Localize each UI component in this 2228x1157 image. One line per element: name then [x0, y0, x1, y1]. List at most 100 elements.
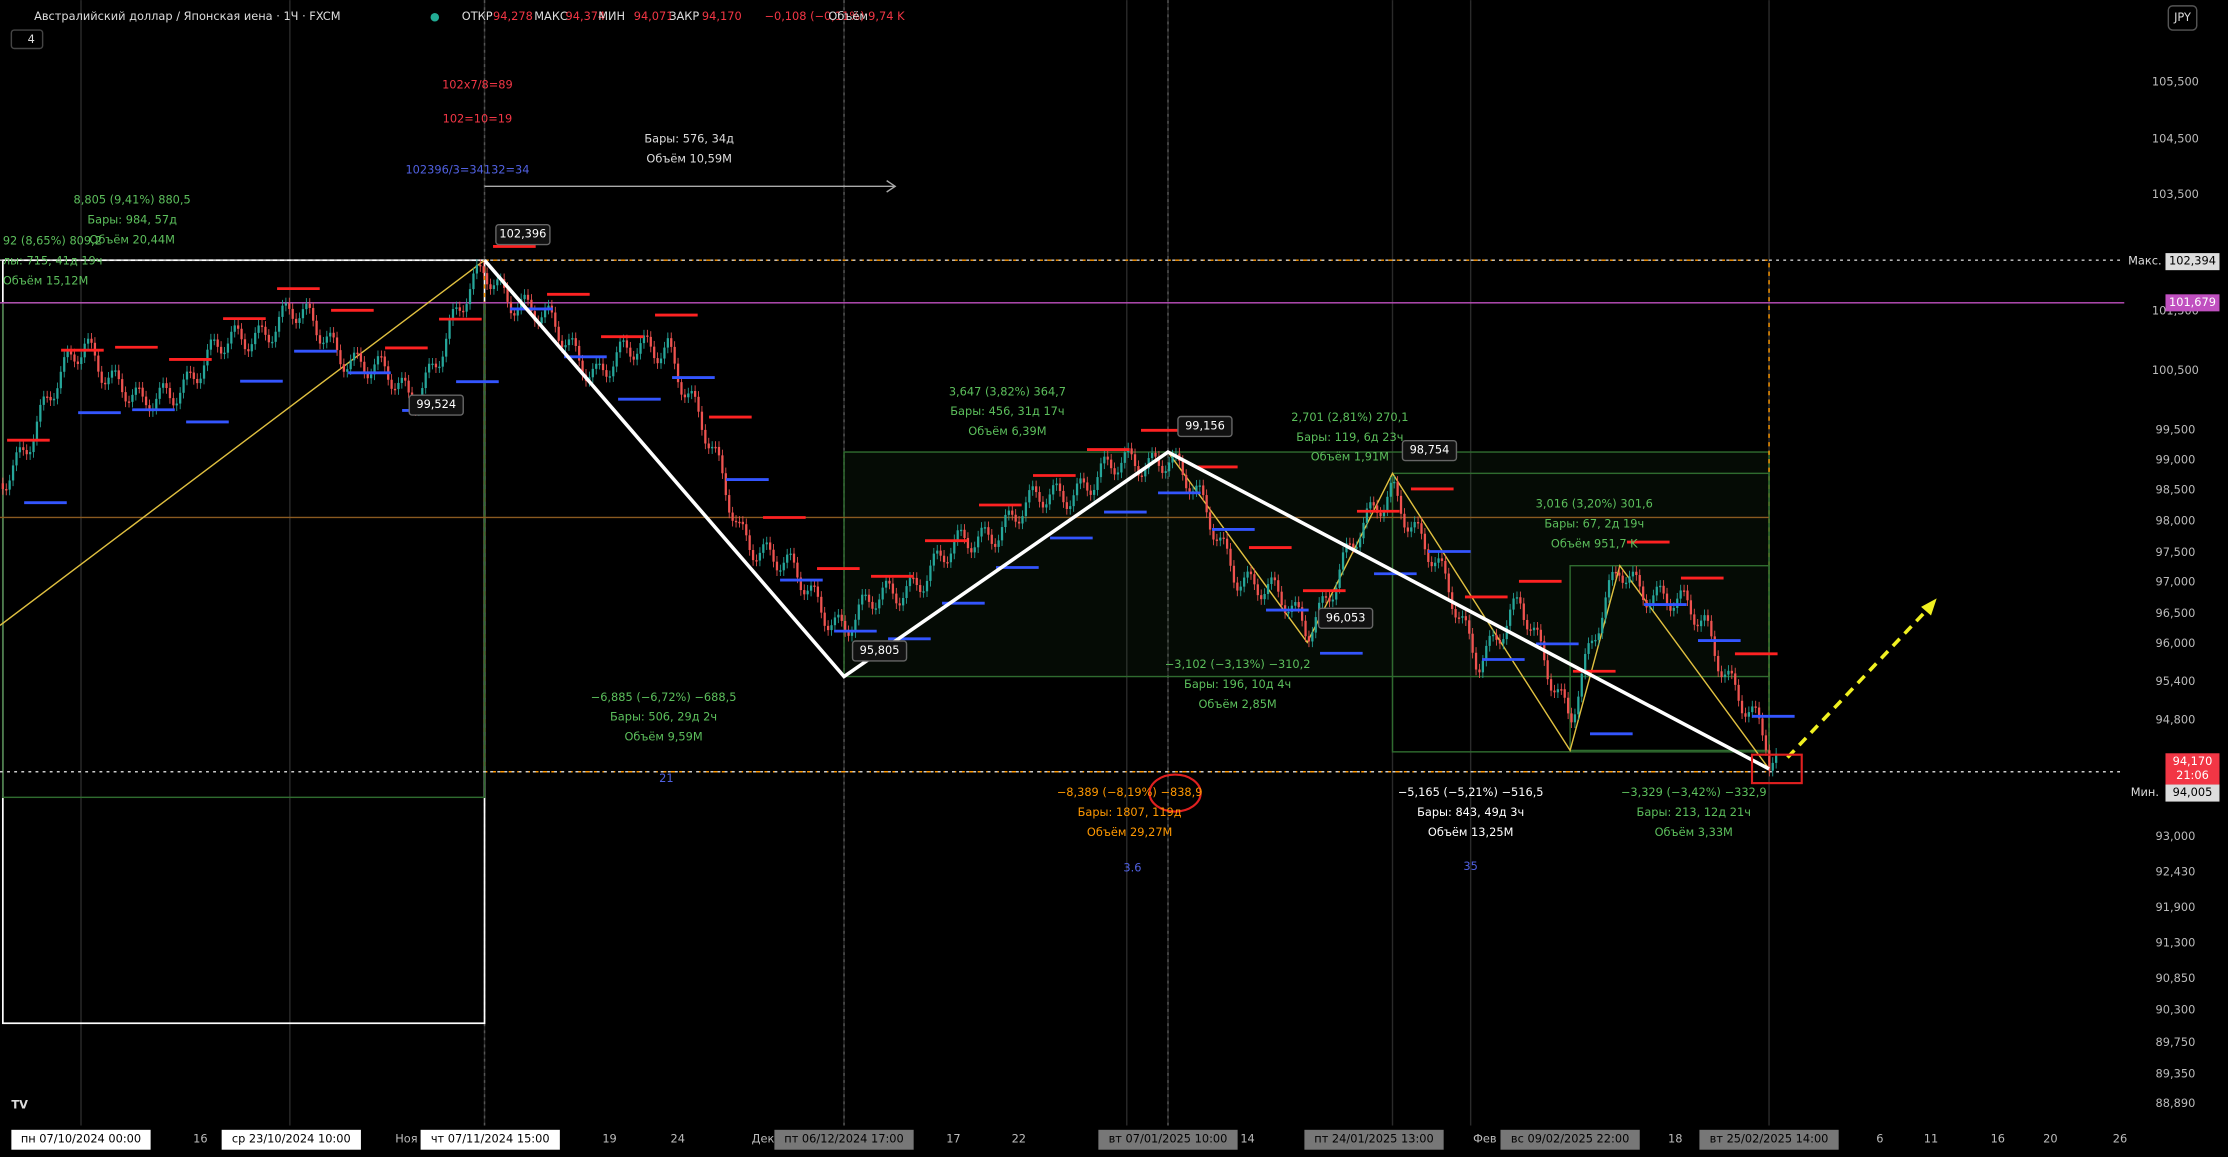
candle-body [1693, 614, 1696, 625]
candle-body [693, 391, 697, 397]
measure-label: Объём 2,85M [1198, 697, 1276, 711]
candle-body [1171, 455, 1174, 463]
candle-body [1386, 496, 1389, 511]
candle-body [1468, 620, 1471, 634]
candle-body [854, 619, 857, 633]
candle-body [1041, 501, 1045, 508]
min-badge: 94,005 [2173, 785, 2213, 799]
price-tick-label: 93,000 [2156, 829, 2196, 843]
candle-body [1253, 574, 1256, 585]
candle-body [175, 403, 178, 406]
highlight-circle [1148, 773, 1202, 813]
candle-body [281, 305, 284, 317]
pivot-badge [1317, 607, 1374, 629]
price-tick-label: 94,800 [2156, 713, 2196, 727]
annotation: 35 [1463, 859, 1477, 873]
candle-body [543, 308, 547, 318]
candle-body [1652, 595, 1655, 605]
candle-body [888, 580, 891, 584]
measure-label: Объём 10,59M [646, 151, 731, 165]
time-tick-label: пт 06/12/2024 17:00 [784, 1132, 903, 1146]
candle-body [1120, 462, 1123, 473]
measure-label: −5,165 (−5,21%) −516,5 [1398, 785, 1544, 799]
candle-body [724, 473, 727, 496]
candle-body [1522, 603, 1525, 620]
header-low_label: МИН [598, 9, 625, 23]
annotation: 102396/3=34132=34 [405, 163, 529, 177]
candle-body [963, 529, 966, 538]
candle-body [1556, 689, 1560, 693]
header-open: 94,278 [493, 9, 533, 23]
candle-body [571, 338, 574, 340]
candle-body [731, 512, 734, 521]
candle-body [117, 370, 120, 380]
candle-body [769, 542, 772, 550]
candle-body [1140, 475, 1143, 477]
measure-label: Бары: 576, 34д [644, 131, 734, 145]
candle-body [1740, 700, 1744, 714]
header-volume_label: Объём [828, 9, 868, 23]
candle-body [871, 601, 874, 609]
candle-body [1594, 639, 1597, 642]
candle-body [1679, 590, 1682, 599]
candle-body [994, 543, 997, 547]
candle-body [1069, 506, 1072, 509]
candle-body [291, 308, 294, 319]
price-tick-label: 97,000 [2156, 575, 2196, 589]
candle-body [683, 394, 687, 398]
candle-body [264, 326, 267, 335]
candle-body [230, 331, 233, 344]
candle-body [1144, 468, 1147, 477]
candle-body [1703, 615, 1706, 621]
candle-body [1560, 689, 1563, 691]
candle-body [1696, 624, 1699, 627]
candle-body [22, 447, 25, 451]
candle-body [1212, 529, 1215, 540]
candle-body [1273, 577, 1276, 581]
time-tick-label: вт 25/02/2025 14:00 [1710, 1132, 1829, 1146]
candle-body [1034, 486, 1038, 493]
candle-body [1597, 633, 1600, 640]
candle-body [1587, 643, 1590, 654]
candle-body [134, 387, 137, 395]
candle-body [1638, 575, 1641, 587]
measure-label: Объём 1,91M [1311, 450, 1389, 464]
candle-body [438, 366, 441, 369]
candle-body [1526, 619, 1529, 630]
price-tick-label: 95,400 [2156, 674, 2196, 688]
candle-body [1590, 640, 1594, 644]
candle-body [932, 553, 935, 566]
candle-body [1229, 548, 1232, 566]
annotation: 102x7/8=89 [442, 77, 513, 91]
candle-body [1243, 577, 1246, 587]
candle-body [383, 356, 386, 367]
candle-body [271, 341, 274, 344]
currency-button[interactable] [2167, 5, 2198, 31]
candle-body [741, 521, 744, 525]
min-label-bg [2124, 784, 2166, 802]
candle-body [393, 388, 397, 391]
candle-body [485, 273, 489, 285]
candle-body [165, 383, 168, 389]
candle-body [1604, 597, 1607, 618]
measure-label: Объём 29,27M [1087, 825, 1172, 839]
candle-body [1099, 463, 1103, 478]
price-tick-label: 103,500 [2152, 187, 2199, 201]
candle-body [492, 285, 496, 290]
candle-body [823, 612, 826, 626]
price-axis [2124, 0, 2228, 1157]
time-tick-label: 6 [1876, 1132, 1883, 1146]
candle-body [908, 577, 912, 587]
candle-body [1065, 502, 1068, 509]
trend-line [0, 259, 485, 626]
candle-body [1058, 483, 1062, 491]
candle-body [407, 380, 410, 393]
candle-body [799, 577, 802, 591]
candle-body [1474, 652, 1478, 670]
candle-body [179, 392, 182, 404]
candle-body [711, 446, 714, 449]
candle-body [1195, 485, 1198, 492]
candle-body [649, 336, 652, 347]
candle-body [574, 338, 577, 346]
candle-body [1430, 561, 1433, 567]
